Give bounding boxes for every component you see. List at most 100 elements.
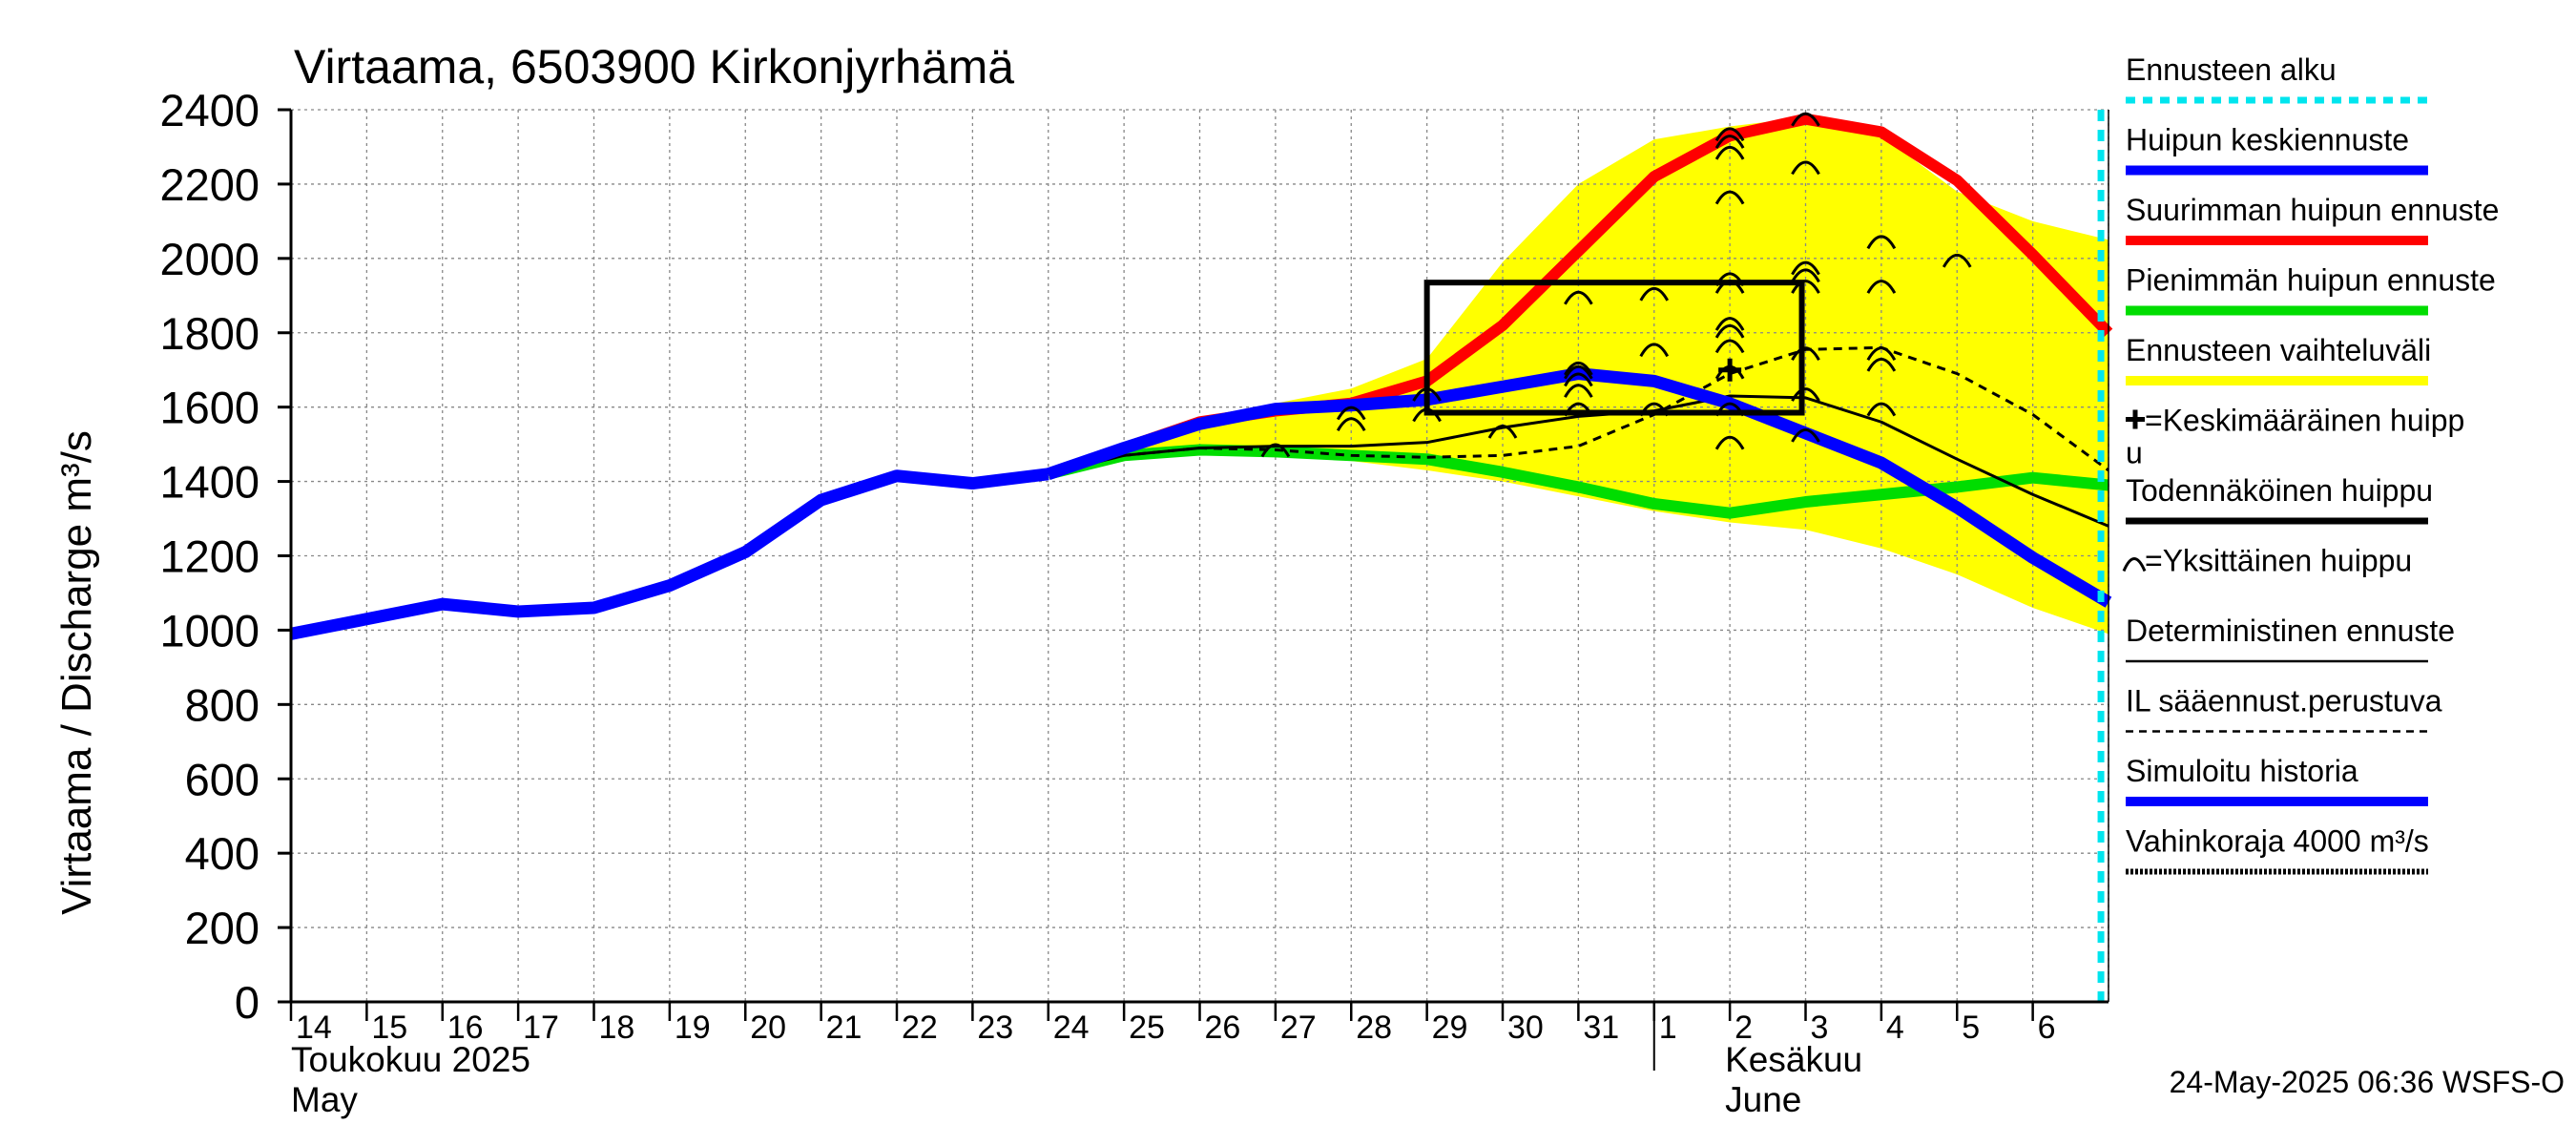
y-tick-label: 2200 [159,159,260,210]
timestamp-label: 24-May-2025 06:36 WSFS-O [2170,1065,2565,1099]
individual-peak-marker [1714,145,1745,160]
legend-label: Suurimman huipun ennuste [2126,193,2499,227]
individual-peak-marker [1564,364,1593,380]
x-tick-label: 19 [675,1010,711,1046]
x-tick-label: 18 [599,1010,635,1046]
individual-peak-marker [1791,112,1820,127]
probable-peak-box [1423,280,1805,416]
axes: 0200400600800100012001400160018002000220… [159,85,2109,1119]
month-label-may-fi: Toukokuu 2025 [291,1040,530,1079]
individual-peak-marker [1791,387,1820,402]
legend-label: Deterministinen ennuste [2126,614,2455,648]
month-label-june-fi: Kesäkuu [1725,1040,1862,1079]
x-tick-label: 20 [750,1010,786,1046]
x-tick-label: 15 [371,1010,407,1046]
individual-peak-marker [1866,346,1897,361]
individual-peak-marker [1714,190,1745,205]
x-tick-label: 6 [2038,1010,2056,1046]
y-tick-label: 200 [185,903,260,953]
individual-peak-marker [1714,127,1745,142]
y-axis-label: Virtaama / Discharge m³/s [53,430,100,915]
individual-peak-marker [1866,280,1897,294]
y-tick-label: 1200 [159,531,260,582]
mean-peak-marker [1718,358,1742,382]
legend-label: Todennäköinen huippu [2126,473,2433,508]
individual-peak-marker [1564,361,1593,376]
x-tick-label: 1 [1659,1010,1677,1046]
y-tick-label: 2000 [159,234,260,284]
legend-label: =Yksittäinen huippu [2145,544,2412,578]
y-tick-label: 2400 [159,85,260,135]
x-tick-label: 30 [1507,1010,1544,1046]
individual-peak-marker [1791,427,1820,443]
legend-label: Pienimmän huipun ennuste [2126,263,2496,298]
y-tick-label: 1400 [159,457,260,508]
individual-peak-marker [1714,339,1745,354]
legend-label: Simuloitu historia [2126,754,2358,788]
individual-peak-marker [1791,268,1820,283]
x-tick-label: 2 [1735,1010,1753,1046]
legend-label-cont: u [2126,436,2143,470]
y-tick-label: 1600 [159,383,260,433]
legend-label: IL sääennust.perustuva [2126,684,2442,718]
individual-peak-marker [1791,280,1820,294]
x-tick-label: 22 [902,1010,938,1046]
legend-label: Vahinkoraja 4000 m³/s [2126,824,2429,859]
y-tick-label: 1000 [159,605,260,656]
chart-title: Virtaama, 6503900 Kirkonjyrhämä [294,40,1014,94]
individual-peak-marker [1260,443,1291,458]
x-tick-label: 5 [1962,1010,1980,1046]
individual-peak-marker [1714,317,1745,331]
x-tick-label: 28 [1356,1010,1392,1046]
x-tick-label: 4 [1886,1010,1904,1046]
legend-label: Ennusteen alku [2126,52,2337,87]
individual-peak-marker [1487,425,1518,439]
plot-area [289,109,2113,1003]
individual-peak-marker [1336,417,1366,432]
legend-swatch-plus [2126,409,2145,429]
x-tick-label: 27 [1280,1010,1317,1046]
x-tick-label: 21 [826,1010,862,1046]
x-tick-label: 23 [977,1010,1013,1046]
x-tick-label: 3 [1811,1010,1829,1046]
series-line-simuloitu-historia [289,468,1049,640]
individual-peak-marker [1714,435,1745,450]
individual-peak-marker [1791,160,1820,176]
y-tick-label: 1800 [159,308,260,359]
x-tick-label: 25 [1129,1010,1165,1046]
individual-peak-marker [1866,357,1897,372]
y-tick-label: 0 [235,977,260,1028]
x-tick-label: 24 [1053,1010,1090,1046]
x-tick-label: 14 [296,1010,332,1046]
x-tick-label: 16 [447,1010,484,1046]
y-tick-label: 800 [185,679,260,730]
legend-label: Ennusteen vaihteluväli [2126,333,2431,367]
individual-peak-marker [1714,135,1745,149]
x-tick-label: 17 [523,1010,559,1046]
series-line-deterministinen-ennuste [1048,394,2109,528]
y-tick-label: 600 [185,754,260,804]
legend: Ennusteen alku Huipun keskiennuste Suurimm… [2122,52,2499,875]
individual-peak-marker [1866,235,1897,250]
month-label-may-en: May [291,1080,358,1119]
individual-peak-marker [1564,372,1593,387]
legend-label: =Keskimääräinen huipp [2145,404,2464,438]
legend-swatch-arch [2122,557,2147,572]
individual-peak-marker [1791,260,1820,276]
individual-peak-marker [1564,384,1593,398]
individual-peak-marker [1866,402,1897,417]
x-tick-label: 26 [1205,1010,1241,1046]
y-tick-label: 400 [185,828,260,879]
legend-label: Huipun keskiennuste [2126,123,2409,157]
individual-peak-marker [1942,253,1972,268]
month-label-june-en: June [1725,1080,1801,1119]
individual-peak-marker [1639,286,1670,302]
x-tick-label: 29 [1432,1010,1468,1046]
individual-peak-marker [1791,346,1820,361]
individual-peak-marker [1336,406,1366,421]
x-tick-label: 31 [1583,1010,1619,1046]
individual-peak-marker [1564,290,1593,305]
individual-peak-marker [1714,323,1745,339]
individual-peak-marker [1639,343,1670,358]
